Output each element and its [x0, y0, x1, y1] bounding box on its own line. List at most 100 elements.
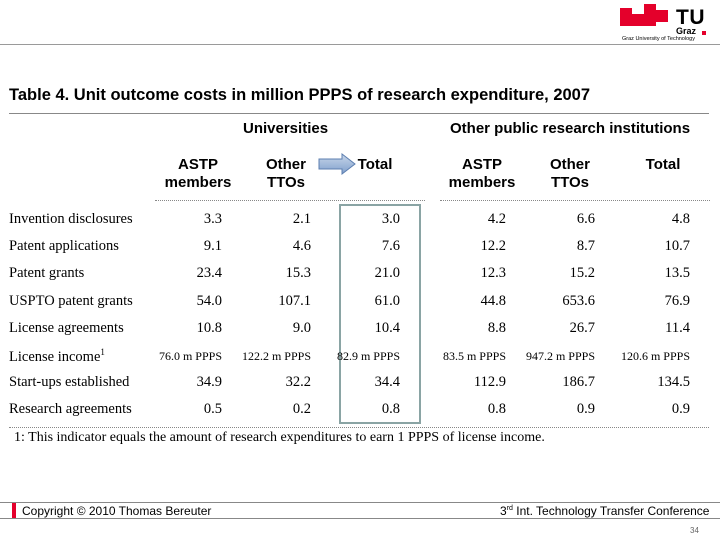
row-label: License agreements	[9, 320, 124, 337]
row-label-text: Patent grants	[9, 265, 85, 282]
row-label-text: USPTO patent grants	[9, 292, 133, 309]
col-head-line: Other	[549, 156, 590, 173]
table-cell: 15.3	[285, 265, 311, 282]
table-cell: 44.8	[480, 292, 506, 309]
col-head-line: members	[164, 174, 232, 191]
title-rule	[9, 113, 709, 114]
table-cell: 76.0 m PPPS	[158, 349, 222, 363]
table-cell: 947.2 m PPPS	[525, 349, 595, 363]
total-column-highlight	[339, 204, 421, 424]
table-cell: 82.9 m PPPS	[336, 349, 400, 363]
col-head-o-other: Other TTOs	[540, 156, 600, 192]
logo-square	[632, 14, 644, 26]
table-cell: 653.6	[562, 292, 595, 309]
table-cell: 12.3	[480, 265, 506, 282]
table-cell: 10.7	[664, 238, 690, 255]
tu-graz-logo: TU Graz Graz University of Technology	[618, 2, 718, 44]
footer-copyright: Copyright © 2010 Thomas Bereuter	[22, 504, 212, 518]
bottom-divider	[9, 427, 709, 428]
table-cell: 0.8	[487, 401, 506, 418]
footer-accent	[12, 503, 16, 518]
col-head-line: ASTP	[461, 156, 502, 173]
table-footnote: 1: This indicator equals the amount of r…	[14, 430, 545, 445]
table-cell: 122.2 m PPPS	[241, 349, 311, 363]
table-cell: 61.0	[374, 292, 400, 309]
table-cell: 9.1	[203, 238, 222, 255]
row-label: Start-ups established	[9, 374, 129, 391]
table-cell: 186.7	[562, 374, 595, 391]
col-head-line: ASTP	[177, 156, 218, 173]
logo-square	[620, 20, 632, 26]
conf-title: Int. Technology Transfer Conference	[512, 504, 710, 518]
conf-number: 3	[500, 504, 507, 518]
row-label-text: License income	[9, 348, 101, 365]
table-cell: 4.8	[671, 211, 690, 227]
table-cell: 120.6 m PPPS	[620, 349, 690, 363]
col-head-u-total: Total	[357, 156, 393, 173]
row-label-footnote-mark: 1	[100, 347, 105, 357]
table-cell: 10.4	[374, 319, 400, 336]
logo-square	[644, 16, 656, 26]
table-cell: 4.2	[487, 211, 506, 227]
row-label-text: License agreements	[9, 319, 124, 336]
row-label-text: Invention disclosures	[9, 211, 133, 227]
table-cell: 0.9	[576, 401, 595, 418]
row-label: Patent applications	[9, 238, 119, 255]
col-head-line: TTOs	[266, 174, 306, 191]
col-head-line: members	[448, 174, 516, 191]
conf-ordinal: rd	[506, 505, 513, 512]
table-cell: 12.2	[480, 238, 506, 255]
table-cell: 0.9	[671, 401, 690, 418]
header-divider	[440, 200, 710, 201]
table-cell: 4.6	[292, 238, 311, 255]
row-label: Research agreements	[9, 401, 132, 418]
col-head-line: TTOs	[550, 174, 590, 191]
col-head-o-total: Total	[645, 156, 681, 173]
group-other-institutions: Other public research institutions	[450, 120, 691, 137]
table-cell: 2.1	[292, 211, 311, 227]
table-cell: 23.4	[196, 265, 222, 282]
table-cell: 112.9	[473, 374, 506, 391]
table-cell: 134.5	[657, 374, 690, 391]
logo-square	[644, 4, 656, 16]
row-label: Invention disclosures	[9, 211, 133, 228]
table-cell: 8.8	[487, 319, 506, 336]
table-cell: 0.2	[292, 401, 311, 418]
logo-graz: Graz	[676, 26, 697, 36]
table-cell: 11.4	[665, 319, 690, 336]
header-divider	[155, 200, 425, 201]
table-cell: 32.2	[285, 374, 311, 391]
col-head-o-astp: ASTP members	[442, 156, 522, 192]
table-cell: 0.8	[381, 401, 400, 418]
logo-tu: TU	[676, 6, 705, 29]
table-cell: 34.9	[196, 374, 222, 391]
logo-dot	[702, 31, 706, 35]
group-universities: Universities	[243, 120, 329, 137]
row-label: Patent grants	[9, 265, 84, 282]
table-cell: 3.0	[381, 211, 400, 227]
table-cell: 76.9	[664, 292, 690, 309]
page-number: 34	[690, 526, 699, 535]
row-label: License income1	[9, 347, 105, 366]
table-cell: 15.2	[569, 265, 595, 282]
table-cell: 8.7	[576, 238, 595, 255]
table-cell: 54.0	[196, 292, 222, 309]
table-cell: 6.6	[576, 211, 595, 227]
table-cell: 34.4	[374, 374, 400, 391]
table-cell: 3.3	[203, 211, 222, 227]
table-cell: 21.0	[374, 265, 400, 282]
table-cell: 10.8	[196, 319, 222, 336]
row-label-text: Start-ups established	[9, 374, 130, 391]
table-cell: 0.5	[203, 401, 222, 418]
table-cell: 13.5	[664, 265, 690, 282]
col-head-line: Other	[265, 156, 306, 173]
logo-university: Graz University of Technology	[622, 36, 695, 42]
table-cell: 107.1	[278, 292, 311, 309]
col-head-u-astp: ASTP members	[158, 156, 238, 192]
table-cell: 26.7	[569, 319, 595, 336]
logo-square	[620, 8, 632, 20]
header-rule	[0, 44, 720, 45]
col-head-u-other: Other TTOs	[256, 156, 316, 192]
row-label-text: Research agreements	[9, 401, 132, 418]
table-title: Table 4. Unit outcome costs in million P…	[9, 86, 591, 104]
